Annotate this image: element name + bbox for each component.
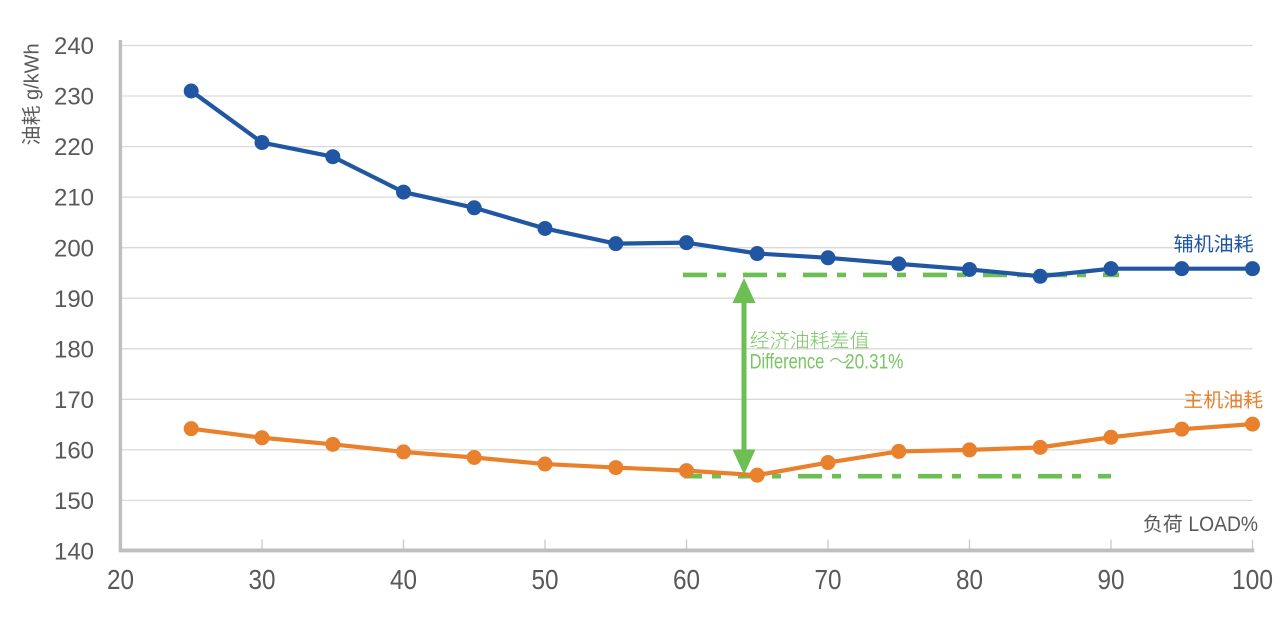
svg-text:180: 180 (54, 336, 94, 363)
svg-text:30: 30 (249, 564, 276, 595)
svg-text:150: 150 (54, 488, 94, 515)
svg-text:70: 70 (815, 564, 842, 595)
svg-text:230: 230 (54, 84, 94, 111)
svg-text:80: 80 (956, 564, 983, 595)
svg-text:40: 40 (390, 564, 417, 595)
svg-text:20.31%: 20.31% (845, 351, 904, 374)
svg-text:140: 140 (54, 539, 94, 566)
svg-text:90: 90 (1098, 564, 1125, 595)
svg-text:LOAD%: LOAD% (1188, 513, 1258, 536)
svg-text:50: 50 (532, 564, 559, 595)
svg-text:200: 200 (54, 235, 94, 262)
svg-text:60: 60 (673, 564, 700, 595)
svg-text:Difference: Difference (750, 351, 825, 374)
svg-text:160: 160 (54, 438, 94, 465)
svg-text:20: 20 (107, 564, 134, 595)
svg-text:g/kWh: g/kWh (22, 43, 44, 100)
svg-text:240: 240 (54, 33, 94, 60)
svg-text:220: 220 (54, 134, 94, 161)
svg-text:100: 100 (1232, 564, 1273, 595)
svg-text:210: 210 (54, 185, 94, 212)
svg-text:190: 190 (54, 286, 94, 313)
svg-text:170: 170 (54, 387, 94, 414)
